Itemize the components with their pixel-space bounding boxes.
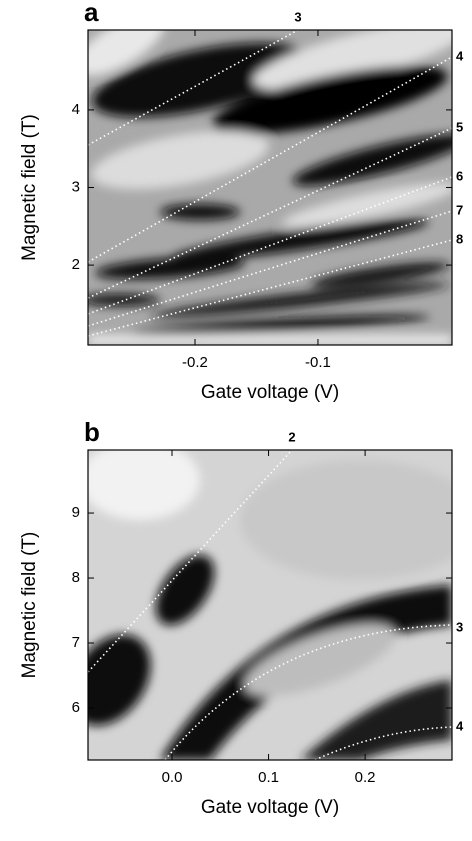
y-tick-label: 7 [72,634,80,651]
annotation: 6 [456,168,463,183]
x-tick-label: 0.0 [162,769,183,786]
x-axis-label: Gate voltage (V) [201,382,339,403]
annotation: 8 [456,231,463,246]
panel-label: a [84,0,99,27]
heatmap-b [88,450,452,760]
x-tick-label: 0.1 [258,769,279,786]
y-tick-label: 3 [72,178,80,195]
x-tick-label: -0.1 [305,354,331,371]
heatmap-a [88,30,452,345]
annotation: 3 [456,619,463,634]
y-tick-label: 9 [72,504,80,521]
annotation: 4 [456,48,464,63]
y-tick-label: 4 [72,101,80,118]
y-axis-label: Magnetic field (T) [19,114,40,261]
y-axis-label: Magnetic field (T) [19,532,40,679]
y-tick-label: 2 [72,256,80,273]
annotation: 4 [456,718,464,733]
annotation: 7 [456,202,463,217]
x-tick-label: -0.2 [182,354,208,371]
annotation: 3 [294,9,301,24]
plot-frame [87,449,453,761]
annotation: 5 [456,119,463,134]
y-tick-label: 8 [72,569,80,586]
annotation: 2 [288,429,295,444]
x-tick-label: 0.2 [355,769,376,786]
panel-label: b [84,417,100,447]
x-axis-label: Gate voltage (V) [201,797,339,818]
y-tick-label: 6 [72,699,80,716]
